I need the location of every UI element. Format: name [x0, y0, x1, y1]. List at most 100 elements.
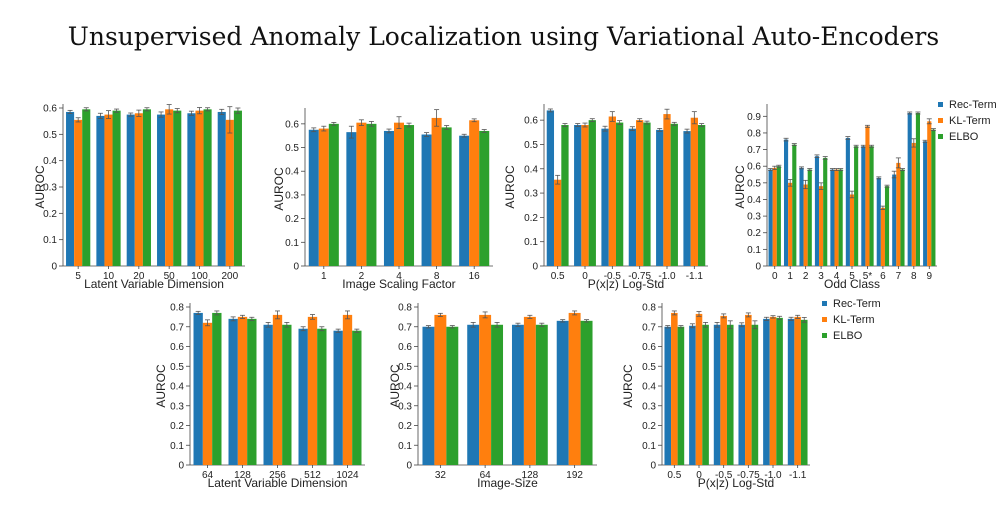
bar-rec-term: [459, 135, 470, 266]
x-axis-label: Latent Variable Dimension: [84, 277, 224, 291]
y-tick-label: 0.2: [747, 228, 761, 239]
bar-kl-term: [195, 110, 204, 266]
bar-rec-term: [467, 324, 480, 465]
bar-rec-term: [656, 129, 664, 266]
bar-kl-term: [568, 312, 581, 465]
bar-rec-term: [96, 115, 105, 267]
bar-elbo: [404, 125, 415, 267]
bar-kl-term: [523, 316, 536, 465]
bar-kl-term: [134, 113, 143, 267]
x-tick-label: 0: [696, 470, 702, 481]
y-tick-label: 0.8: [642, 303, 656, 314]
bar-rec-term: [308, 129, 319, 266]
y-tick-label: 0.2: [285, 214, 299, 225]
bar-rec-term: [187, 113, 196, 267]
chart-7: 0 0.1 0.2 0.3 0.4 0.5 0.6 0.7 0.8 0.5 0 -0.5 -0.75 -1…: [621, 303, 810, 490]
bar-rec-term: [876, 177, 881, 266]
bar-elbo: [931, 129, 936, 266]
bar-elbo: [823, 157, 828, 266]
bar-kl-term: [880, 207, 885, 266]
x-tick-label: 5: [75, 271, 81, 282]
legend-label: KL-Term: [833, 314, 875, 326]
bar-kl-term: [834, 169, 839, 266]
y-tick-label: 0.5: [642, 362, 656, 373]
y-tick-label: 0.2: [398, 421, 412, 432]
bar-rec-term: [574, 125, 582, 266]
bar-kl-term: [608, 116, 616, 266]
bar-rec-term: [298, 328, 308, 465]
bar-elbo: [697, 125, 706, 266]
y-tick-label: 0.2: [524, 213, 538, 224]
bar-kl-term: [307, 316, 318, 465]
y-axis-label: AUROC: [33, 165, 47, 209]
x-axis-label: Odd Class: [824, 277, 880, 291]
bar-kl-term: [671, 312, 678, 465]
bar-elbo: [446, 326, 459, 465]
bar-rec-term: [421, 134, 432, 266]
bar-rec-term: [126, 114, 135, 266]
bar-kl-term: [393, 122, 405, 267]
x-tick-label: 1024: [336, 470, 359, 481]
y-axis-label: AUROC: [154, 364, 168, 408]
y-tick-label: 0: [293, 262, 299, 273]
x-tick-label: 2: [359, 271, 365, 282]
x-tick-label: 2: [803, 271, 809, 282]
bar-kl-term: [202, 322, 213, 465]
bar-elbo: [561, 125, 569, 266]
y-tick-label: 0.5: [524, 140, 538, 151]
x-tick-label: 7: [896, 271, 902, 282]
y-tick-label: 0: [406, 461, 412, 472]
x-tick-label: 64: [480, 470, 492, 481]
bar-rec-term: [738, 324, 746, 465]
y-tick-label: 0.2: [170, 421, 184, 432]
bar-elbo: [247, 318, 257, 465]
bar-elbo: [807, 169, 812, 266]
bar-kl-term: [165, 109, 174, 266]
y-tick-label: 0.7: [747, 145, 761, 156]
bar-elbo: [776, 317, 783, 465]
y-axis-label: AUROC: [388, 364, 402, 408]
x-tick-label: -1.0: [658, 271, 676, 282]
bar-elbo: [884, 186, 890, 266]
figure-title: Unsupervised Anomaly Localization using …: [67, 22, 940, 51]
bar-elbo: [173, 110, 182, 266]
bar-elbo: [670, 123, 678, 266]
x-tick-label: 128: [522, 470, 539, 481]
bar-rec-term: [511, 324, 524, 465]
bar-kl-term: [745, 314, 752, 465]
x-tick-label: 1: [321, 271, 327, 282]
y-tick-label: 0.1: [524, 237, 538, 248]
bar-elbo: [328, 123, 339, 266]
bar-elbo: [535, 324, 548, 465]
y-tick-label: 0.1: [43, 235, 57, 246]
bar-rec-term: [346, 132, 357, 266]
x-tick-label: 200: [221, 271, 238, 282]
y-tick-label: 0.6: [43, 104, 57, 115]
bar-rec-term: [713, 324, 721, 465]
bar-kl-term: [237, 316, 248, 465]
x-tick-label: 1: [787, 271, 793, 282]
bar-kl-term: [342, 314, 353, 465]
bar-elbo: [580, 320, 593, 465]
y-tick-label: 0.7: [170, 322, 184, 333]
bar-rec-term: [799, 167, 804, 266]
y-tick-label: 0.4: [642, 382, 656, 393]
bar-kl-term: [581, 125, 589, 266]
y-tick-label: 0.4: [170, 382, 184, 393]
bar-elbo: [82, 109, 91, 266]
bar-kl-term: [318, 128, 329, 266]
y-tick-label: 0.4: [285, 167, 299, 178]
y-tick-label: 0.7: [642, 322, 656, 333]
chart-2: 0 0.1 0.2 0.3 0.4 0.5 0.6 1 2 4 8 16 Image Scaling F…: [272, 108, 493, 291]
bar-kl-term: [74, 119, 83, 266]
x-axis-label: P(x|z) Log-Std: [698, 476, 774, 490]
x-tick-label: 0: [772, 271, 778, 282]
bar-rec-term: [193, 312, 203, 465]
bar-kl-term: [788, 182, 793, 266]
bar-elbo: [317, 328, 327, 465]
legend-swatch: [822, 317, 827, 322]
legend-label: ELBO: [833, 330, 863, 342]
bar-elbo: [441, 127, 452, 267]
